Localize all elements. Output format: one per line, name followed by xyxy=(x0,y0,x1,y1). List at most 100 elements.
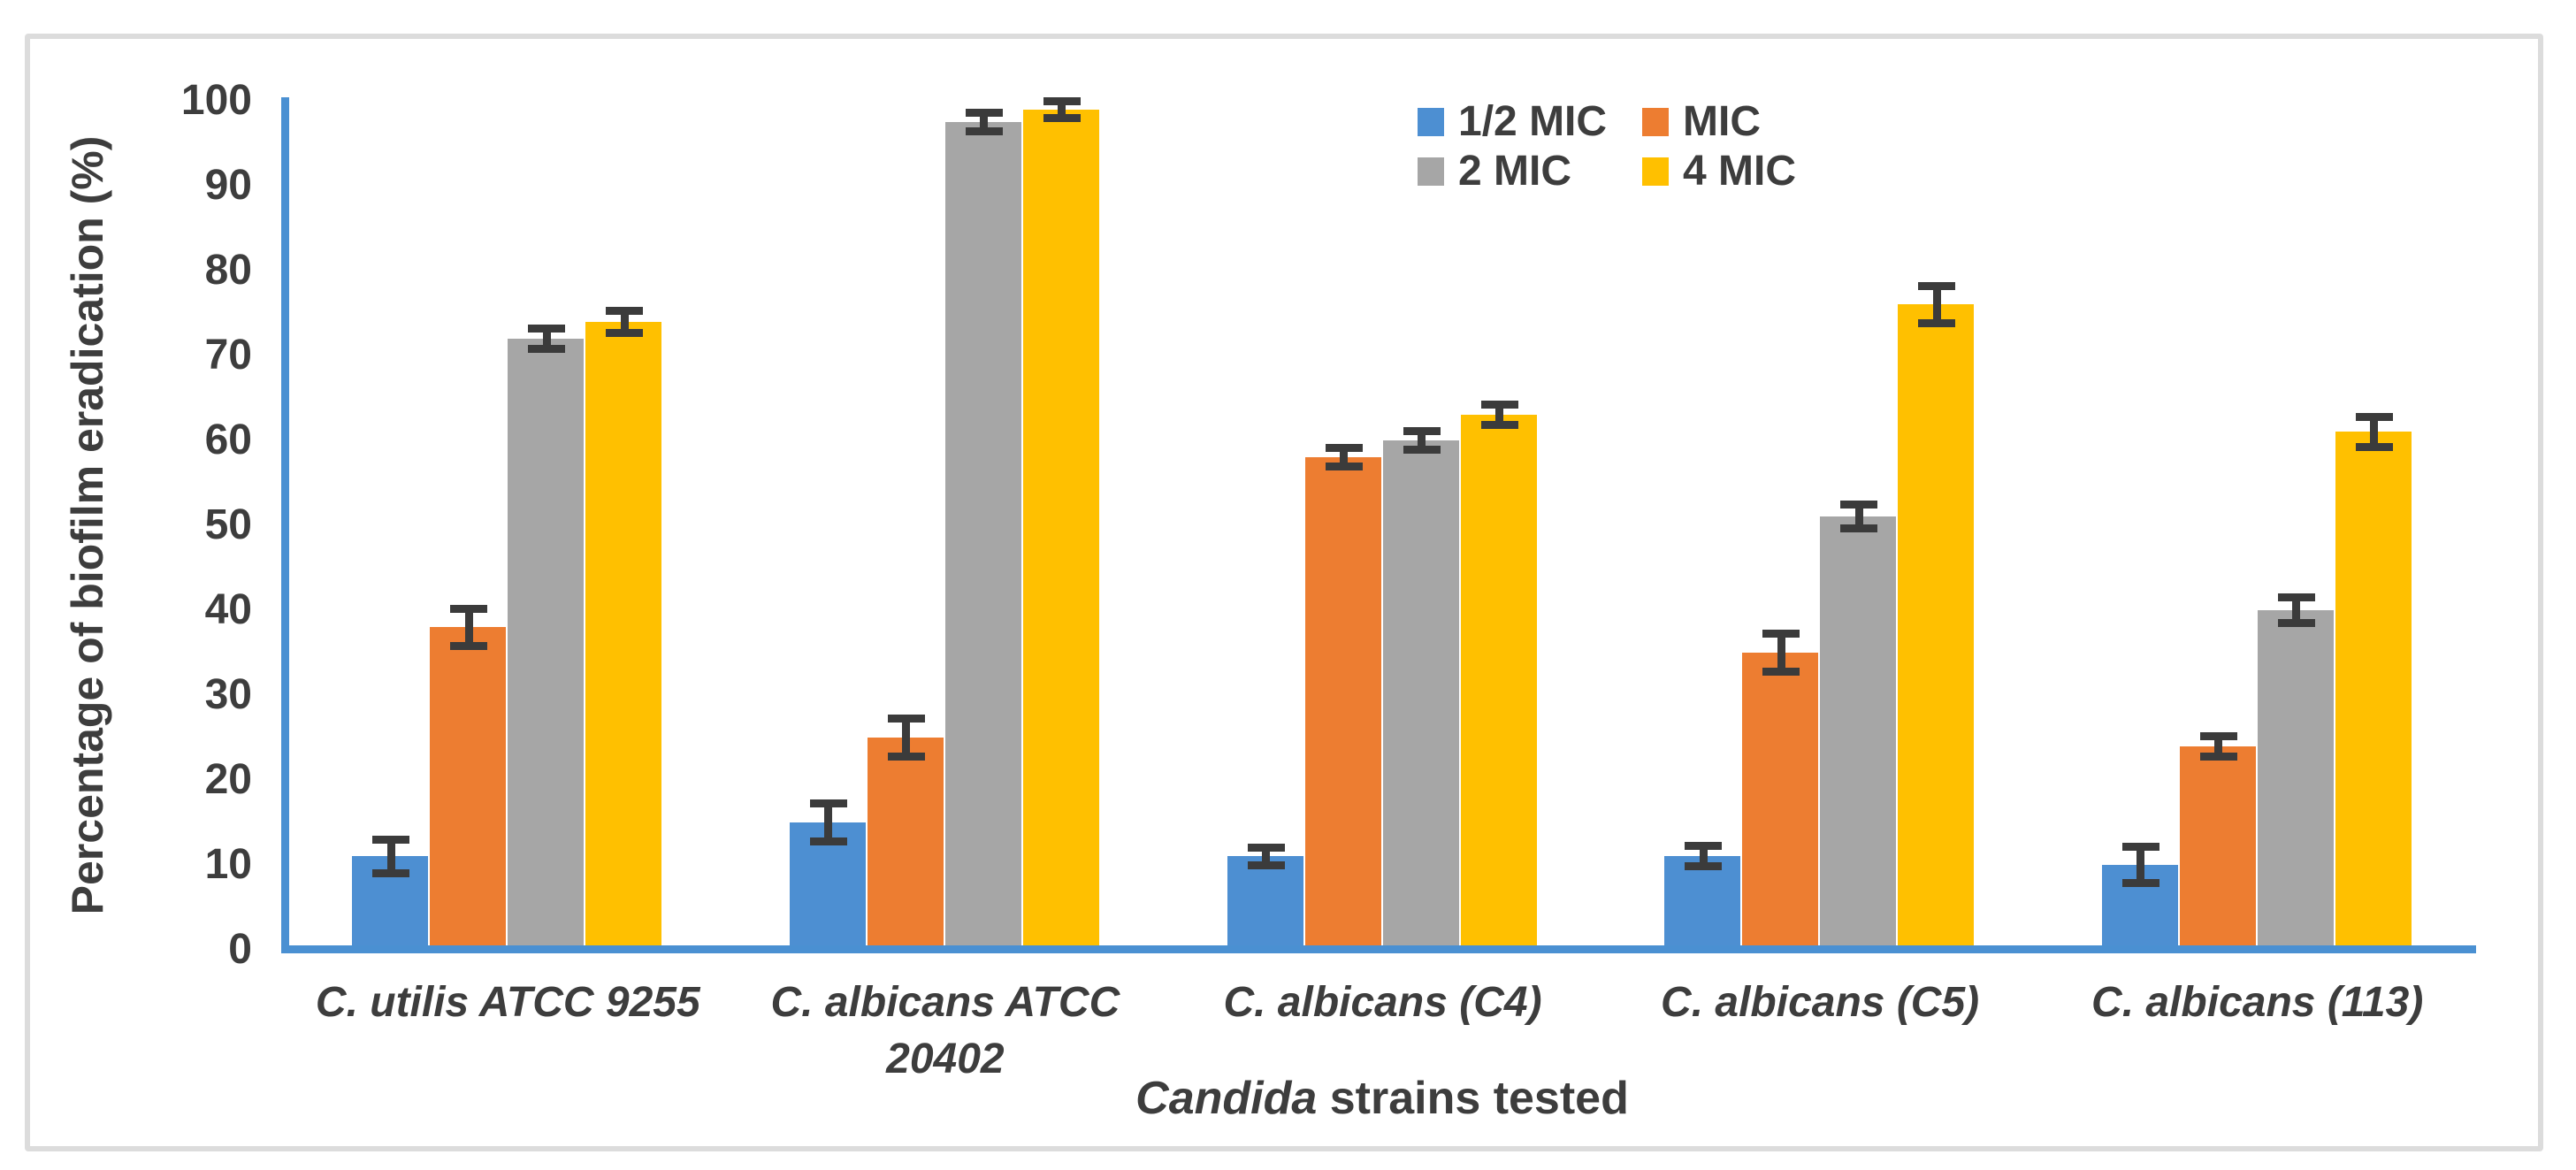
error-bar-cap xyxy=(2199,752,2237,761)
x-category-label: C. albicans ATCC 20402 xyxy=(654,975,1237,1088)
y-axis-line xyxy=(281,97,289,953)
legend-swatch xyxy=(1642,157,1669,186)
bar-MIC-2 xyxy=(867,738,944,950)
bar-MIC-3 xyxy=(1304,457,1381,950)
x-category-label: C. albicans (C5) xyxy=(1528,975,2112,1031)
error-bar-line xyxy=(2370,417,2379,447)
error-bar-cap xyxy=(1918,281,1956,290)
x-category-label-line: 20402 xyxy=(886,1036,1005,1082)
error-bar-cap xyxy=(2121,843,2159,852)
error-bar-cap xyxy=(1685,862,1723,871)
error-bar-cap xyxy=(1403,426,1441,435)
y-tick-label: 80 xyxy=(204,247,252,294)
y-tick-label: 90 xyxy=(204,162,252,209)
legend-label: MIC xyxy=(1683,98,1761,145)
error-bar-line xyxy=(2214,736,2223,757)
error-bar-cap xyxy=(887,752,925,761)
error-bar-cap xyxy=(1480,401,1518,409)
bar-MIC-4 xyxy=(1742,653,1819,950)
error-bar-cap xyxy=(1480,421,1518,430)
x-category-label-line: C. albicans (C5) xyxy=(1661,979,1980,1026)
error-bar-cap xyxy=(450,604,488,613)
legend-item-12MIC: 1/2 MIC xyxy=(1418,98,1608,145)
bar-2MIC-1 xyxy=(508,338,585,950)
bar-2MIC-3 xyxy=(1382,440,1459,950)
error-bar-cap xyxy=(2277,593,2315,602)
error-bar-line xyxy=(1854,504,1863,529)
bar-12MIC-3 xyxy=(1227,856,1303,950)
bar-4MIC-3 xyxy=(1460,415,1537,950)
error-bar-line xyxy=(1058,101,1066,119)
error-bar-cap xyxy=(965,127,1003,136)
error-bar-line xyxy=(542,328,551,349)
error-bar-cap xyxy=(2355,412,2393,421)
y-tick-label: 20 xyxy=(204,756,252,803)
legend-item-MIC: MIC xyxy=(1642,98,1761,145)
y-tick-label: 40 xyxy=(204,586,252,633)
x-category-label-line: C. albicans ATCC xyxy=(770,979,1120,1026)
error-bar-cap xyxy=(1685,842,1723,851)
error-bar-cap xyxy=(1403,446,1441,455)
error-bar-cap xyxy=(1840,501,1878,509)
error-bar-cap xyxy=(1840,524,1878,533)
error-bar-cap xyxy=(1247,860,1285,869)
error-bar-cap xyxy=(1762,667,1800,676)
x-axis-title: Candida strains tested xyxy=(852,1072,1913,1125)
error-bar-cap xyxy=(450,641,488,650)
error-bar-cap xyxy=(1325,444,1363,453)
error-bar-cap xyxy=(606,328,644,337)
legend-swatch xyxy=(1418,157,1444,186)
error-bar-line xyxy=(386,839,395,874)
y-tick-label: 30 xyxy=(204,671,252,718)
y-tick-label: 100 xyxy=(180,77,252,124)
error-bar-cap xyxy=(606,306,644,315)
bar-2MIC-5 xyxy=(2257,610,2334,950)
chart-frame xyxy=(25,34,2543,1151)
bar-2MIC-4 xyxy=(1820,516,1897,950)
error-bar-line xyxy=(464,608,473,646)
bar-4MIC-5 xyxy=(2335,432,2412,950)
error-bar-cap xyxy=(2199,731,2237,740)
error-bar-cap xyxy=(1043,96,1081,105)
x-axis-title-plain-part: strains tested xyxy=(1317,1073,1629,1124)
error-bar-line xyxy=(2292,597,2301,623)
error-bar-cap xyxy=(887,715,925,723)
error-bar-cap xyxy=(809,799,847,808)
error-bar-cap xyxy=(372,869,410,878)
error-bar-cap xyxy=(2277,618,2315,627)
error-bar-line xyxy=(620,310,629,333)
bar-MIC-5 xyxy=(2179,746,2256,950)
bar-12MIC-4 xyxy=(1664,856,1741,950)
x-category-label-line: C. albicans (C4) xyxy=(1223,979,1542,1026)
error-bar-cap xyxy=(2121,878,2159,887)
error-bar-cap xyxy=(2355,443,2393,452)
y-tick-label: 10 xyxy=(204,841,252,888)
bar-4MIC-1 xyxy=(585,321,662,950)
error-bar-line xyxy=(1418,431,1426,450)
legend-label: 1/2 MIC xyxy=(1458,98,1608,145)
bar-4MIC-2 xyxy=(1022,109,1099,950)
legend-swatch xyxy=(1642,108,1669,136)
y-tick-label: 70 xyxy=(204,332,252,379)
error-bar-cap xyxy=(965,108,1003,117)
error-bar-line xyxy=(1777,633,1785,672)
error-bar-cap xyxy=(1762,630,1800,639)
legend-item-4MIC: 4 MIC xyxy=(1642,150,1796,193)
error-bar-line xyxy=(1262,847,1270,865)
error-bar-line xyxy=(1932,286,1941,324)
x-category-label: C. albicans (113) xyxy=(1966,975,2549,1031)
error-bar-cap xyxy=(809,837,847,845)
error-bar-line xyxy=(1699,845,1708,867)
error-bar-line xyxy=(980,112,989,132)
error-bar-line xyxy=(824,803,833,842)
x-axis-title-italic-part: Candida xyxy=(1135,1073,1318,1124)
x-category-label: C. albicans (C4) xyxy=(1091,975,1675,1031)
error-bar-cap xyxy=(528,324,566,333)
legend-label: 2 MIC xyxy=(1458,148,1572,195)
error-bar-cap xyxy=(1043,113,1081,122)
y-tick-label: 50 xyxy=(204,501,252,548)
bar-MIC-1 xyxy=(430,627,507,950)
error-bar-cap xyxy=(1325,463,1363,471)
error-bar-line xyxy=(902,718,911,757)
